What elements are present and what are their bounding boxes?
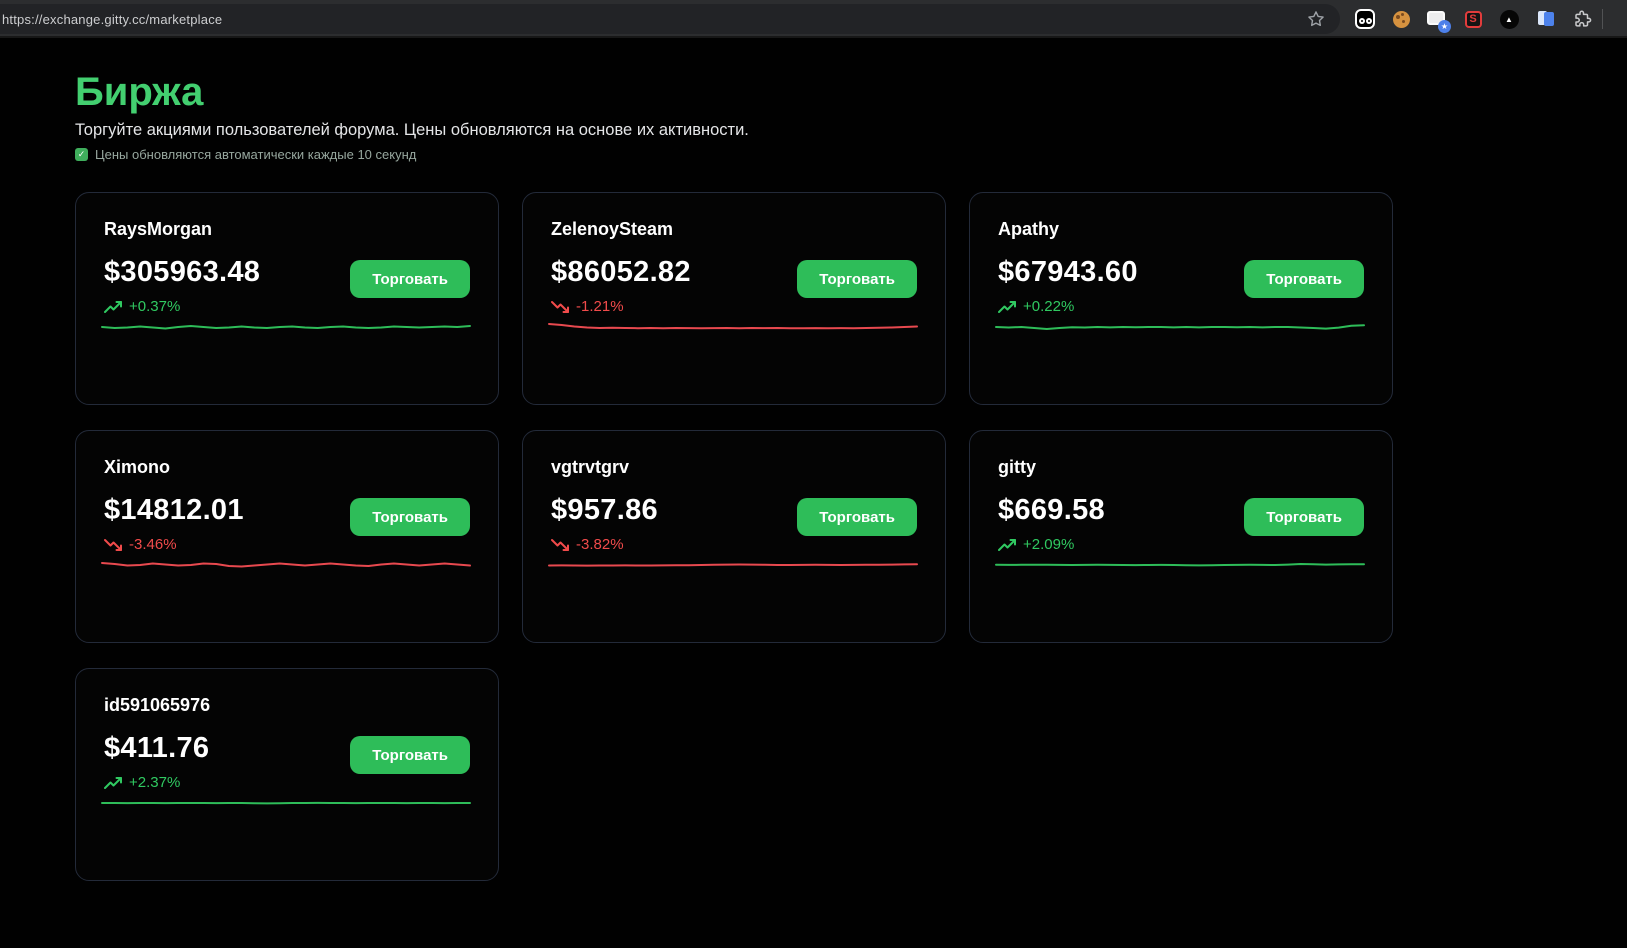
bookmark-star-icon[interactable] <box>1306 9 1326 29</box>
stock-card: vgtrvtgrv $957.86 -3.82% Торговать <box>522 430 946 643</box>
stock-card: Apathy $67943.60 +0.22% Торговать <box>969 192 1393 405</box>
stock-change-percent: -3.82% <box>576 536 624 553</box>
marketplace-page: Биржа Торгуйте акциями пользователей фор… <box>0 38 1627 881</box>
url-text[interactable]: https://exchange.gitty.cc/marketplace <box>2 12 223 27</box>
stock-name: gitty <box>998 457 1036 477</box>
stock-change-row: -3.82% <box>551 536 917 553</box>
stock-price: $305963.48 <box>104 256 261 288</box>
stock-change-row: +0.37% <box>104 298 470 315</box>
price-sparkline <box>996 315 1364 339</box>
trending-down-icon <box>551 300 569 313</box>
cards-grid: RaysMorgan $305963.48 +0.37% Торговать Z… <box>75 192 1627 881</box>
stock-card: RaysMorgan $305963.48 +0.37% Торговать <box>75 192 499 405</box>
page-subtitle: Торгуйте акциями пользователей форума. Ц… <box>75 121 749 139</box>
trade-button[interactable]: Торговать <box>350 498 470 536</box>
trending-up-icon <box>104 776 122 789</box>
stock-change-row: -1.21% <box>551 298 917 315</box>
stock-price: $411.76 <box>104 732 210 764</box>
price-sparkline <box>102 315 470 339</box>
page-title: Биржа <box>75 70 204 114</box>
stock-price: $669.58 <box>998 494 1105 526</box>
stock-name: Ximono <box>104 457 170 477</box>
stock-change-row: +2.37% <box>104 774 470 791</box>
check-icon: ✓ <box>75 148 88 161</box>
trade-button[interactable]: Торговать <box>797 260 917 298</box>
trending-up-icon <box>104 300 122 313</box>
stock-price: $67943.60 <box>998 256 1138 288</box>
stock-change-percent: -1.21% <box>576 298 624 315</box>
s-extension-icon[interactable]: S <box>1462 8 1484 30</box>
trade-button[interactable]: Торговать <box>797 498 917 536</box>
window-star-extension-icon[interactable]: ★ <box>1426 8 1451 33</box>
stock-price: $14812.01 <box>104 494 244 526</box>
stock-change-row: +0.22% <box>998 298 1364 315</box>
auto-update-note-text: Цены обновляются автоматически каждые 10… <box>95 147 417 162</box>
trade-button[interactable]: Торговать <box>350 260 470 298</box>
goggles-extension-icon[interactable] <box>1354 8 1376 30</box>
stock-change-row: -3.46% <box>104 536 470 553</box>
cookie-icon[interactable] <box>1390 8 1412 30</box>
stock-card: Ximono $14812.01 -3.46% Торговать <box>75 430 499 643</box>
stock-name: ZelenoySteam <box>551 219 674 239</box>
blue-book-extension-icon[interactable] <box>1535 8 1557 30</box>
auto-update-note: ✓ Цены обновляются автоматически каждые … <box>75 147 1627 162</box>
stock-price: $957.86 <box>551 494 658 526</box>
stock-name: RaysMorgan <box>104 219 213 239</box>
stock-card: ZelenoySteam $86052.82 -1.21% Торговать <box>522 192 946 405</box>
trade-button[interactable]: Торговать <box>350 736 470 774</box>
browser-toolbar: https://exchange.gitty.cc/marketplace ★ … <box>0 0 1627 38</box>
toolbar-separator <box>1602 9 1603 29</box>
price-sparkline <box>102 791 470 815</box>
trending-down-icon <box>551 538 569 551</box>
address-bar[interactable]: https://exchange.gitty.cc/marketplace <box>0 4 1340 34</box>
puzzle-extensions-icon[interactable] <box>1571 8 1593 30</box>
stock-name: id591065976 <box>104 695 211 715</box>
stock-change-row: +2.09% <box>998 536 1364 553</box>
stock-change-percent: +0.37% <box>129 298 181 315</box>
price-sparkline <box>549 315 917 339</box>
stock-name: Apathy <box>998 219 1060 239</box>
price-sparkline <box>996 553 1364 577</box>
triangle-circle-extension-icon[interactable]: ▲ <box>1498 8 1520 30</box>
stock-change-percent: +2.09% <box>1023 536 1075 553</box>
stock-change-percent: +2.37% <box>129 774 181 791</box>
stock-change-percent: +0.22% <box>1023 298 1075 315</box>
trade-button[interactable]: Торговать <box>1244 498 1364 536</box>
trending-down-icon <box>104 538 122 551</box>
stock-name: vgtrvtgrv <box>551 457 630 477</box>
stock-card: gitty $669.58 +2.09% Торговать <box>969 430 1393 643</box>
stock-card: id591065976 $411.76 +2.37% Торговать <box>75 668 499 881</box>
trade-button[interactable]: Торговать <box>1244 260 1364 298</box>
price-sparkline <box>102 553 470 577</box>
price-sparkline <box>549 553 917 577</box>
trending-up-icon <box>998 300 1016 313</box>
trending-up-icon <box>998 538 1016 551</box>
stock-change-percent: -3.46% <box>129 536 177 553</box>
stock-price: $86052.82 <box>551 256 691 288</box>
